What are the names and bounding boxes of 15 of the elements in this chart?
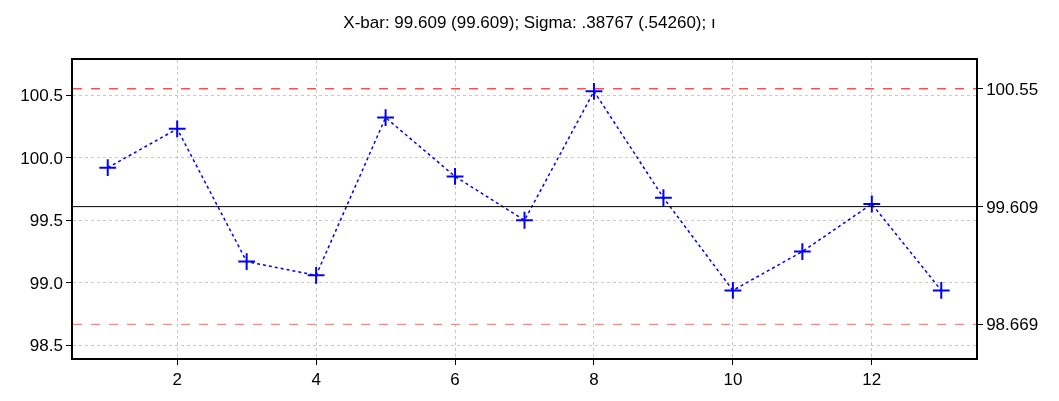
x-tick-label: 6: [450, 370, 460, 390]
y-tick-label: 100.0: [20, 148, 63, 168]
y2-tick-label: 100.55: [986, 79, 1039, 99]
y-tick-label: 99.0: [29, 273, 63, 293]
x-tick-label: 10: [723, 370, 743, 390]
x-tick-label: 4: [311, 370, 321, 390]
x-tick-label: 2: [172, 370, 182, 390]
y2-tick-label: 99.609: [986, 197, 1039, 217]
x-tick-label: 8: [589, 370, 599, 390]
x-tick-label: 12: [862, 370, 882, 390]
chart-title: X-bar: 99.609 (99.609); Sigma: .38767 (.54260); ı: [343, 12, 716, 32]
y2-tick-label: 98.669: [986, 315, 1039, 335]
y-tick-label: 99.5: [29, 211, 63, 231]
y-tick-label: 100.5: [20, 86, 63, 106]
y-tick-label: 98.5: [29, 336, 63, 356]
